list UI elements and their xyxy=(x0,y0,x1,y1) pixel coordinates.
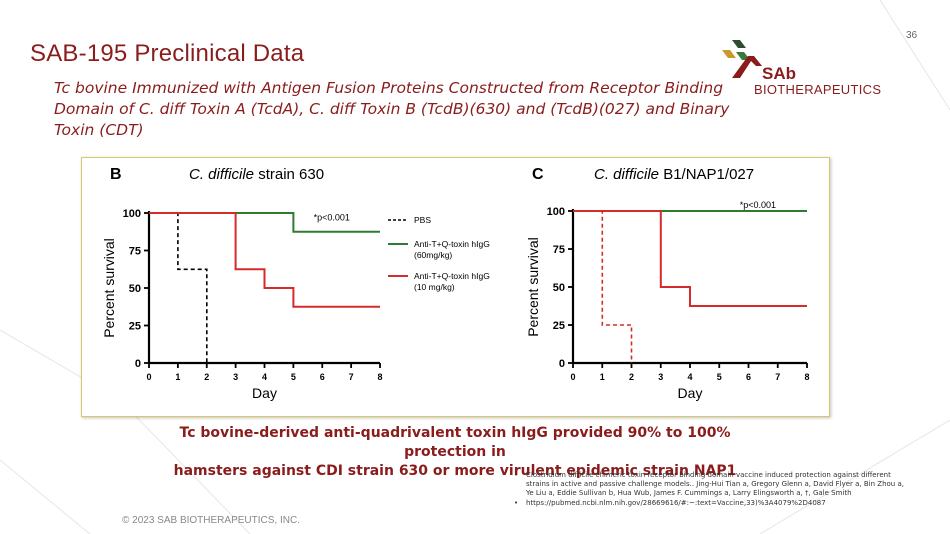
chart-b-annotation: *p<0.001 xyxy=(314,213,350,223)
chart-b-y-tick-label: 25 xyxy=(129,321,141,333)
chart-b-title: C. difficile strain 630 xyxy=(189,166,324,183)
chart-b-legend-label-3: (10 mg/kg) xyxy=(414,282,455,292)
chart-b-y-tick-label: 75 xyxy=(129,246,141,258)
chart-b-x-tick-label: 5 xyxy=(291,372,296,382)
chart-b-y-axis-label: Percent survival xyxy=(101,238,117,338)
chart-b-x-tick-label: 6 xyxy=(320,372,325,382)
chart-c-panel-label: C xyxy=(532,166,544,183)
caption-line-1: Tc bovine-derived anti-quadrivalent toxi… xyxy=(179,425,731,460)
chart-b-legend-label-1: PBS xyxy=(414,215,431,225)
brand-tagline: BIOTHERAPEUTICS xyxy=(754,82,882,97)
chart-c-annotation: *p<0.001 xyxy=(740,200,776,210)
references: Clostridium difficile chimeric toxin rec… xyxy=(512,471,912,509)
chart-c-y-tick-label: 0 xyxy=(559,358,565,370)
chart-c-x-tick-label: 8 xyxy=(804,372,809,382)
reference-link[interactable]: https://pubmed.ncbi.nlm.nih.gov/28669616… xyxy=(512,499,912,508)
chart-c-y-tick-label: 50 xyxy=(553,282,565,294)
chart-b-series-3-line xyxy=(149,212,380,308)
reference-citation: Clostridium difficile chimeric toxin rec… xyxy=(512,471,912,498)
chart-b-y-tick-label: 0 xyxy=(135,358,141,370)
chart-b-panel-label: B xyxy=(110,166,122,183)
chart-b-x-tick-label: 0 xyxy=(146,372,151,382)
chart-c-series-1-line xyxy=(573,210,633,363)
slide-subtitle: Tc bovine Immunized with Antigen Fusion … xyxy=(54,79,730,139)
chart-c-x-axis-label: Day xyxy=(678,385,703,401)
chart-c-x-tick-label: 0 xyxy=(570,372,575,382)
chart-b-x-tick-label: 3 xyxy=(233,372,238,382)
survival-figure: B C. difficile strain 630 0 25 50 75 100 0 1 2 3 4 5… xyxy=(81,157,830,417)
chart-c-y-axis-label: Percent survival xyxy=(525,237,541,337)
chart-b-x-tick-label: 2 xyxy=(204,372,209,382)
chart-c-x-tick-label: 5 xyxy=(717,372,722,382)
chart-c-x-tick-label: 2 xyxy=(629,372,634,382)
chart-c-series-3-line xyxy=(573,210,807,307)
chart-b-y-tick-label: 100 xyxy=(123,208,141,220)
chart-b-legend-label-2: (60mg/kg) xyxy=(414,250,452,260)
chart-b-x-tick-label: 1 xyxy=(175,372,180,382)
logo-mark-icon xyxy=(722,40,762,78)
chart-b-legend-label-3: Anti-T+Q-toxin hIgG xyxy=(414,271,490,281)
chart-b-x-tick-label: 4 xyxy=(262,372,267,382)
company-logo: SAb BIOTHERAPEUTICS xyxy=(722,38,902,100)
slide-title: SAB-195 Preclinical Data xyxy=(30,40,305,67)
chart-b-x-tick-label: 7 xyxy=(349,372,354,382)
chart-b-series-1-line xyxy=(149,212,208,363)
chart-b-y-tick-label: 50 xyxy=(129,283,141,295)
chart-c-x-tick-label: 1 xyxy=(600,372,605,382)
chart-c-x-tick-label: 7 xyxy=(775,372,780,382)
chart-b-legend-label-2: Anti-T+Q-toxin hIgG xyxy=(414,239,490,249)
chart-b-x-axis-label: Day xyxy=(252,385,277,401)
chart-c-x-tick-label: 3 xyxy=(658,372,663,382)
chart-c-y-tick-label: 75 xyxy=(553,244,565,256)
chart-c-title: C. difficile B1/NAP1/027 xyxy=(594,166,754,183)
chart-c-y-tick-label: 100 xyxy=(547,206,565,218)
brand-name: SAb xyxy=(762,64,796,83)
page-number: 36 xyxy=(906,30,918,41)
chart-c-y-tick-label: 25 xyxy=(553,320,565,332)
copyright: © 2023 SAB BIOTHERAPEUTICS, INC. xyxy=(122,515,300,526)
chart-c-x-tick-label: 6 xyxy=(746,372,751,382)
chart-b-x-tick-label: 8 xyxy=(377,372,382,382)
chart-c-x-tick-label: 4 xyxy=(687,372,692,382)
